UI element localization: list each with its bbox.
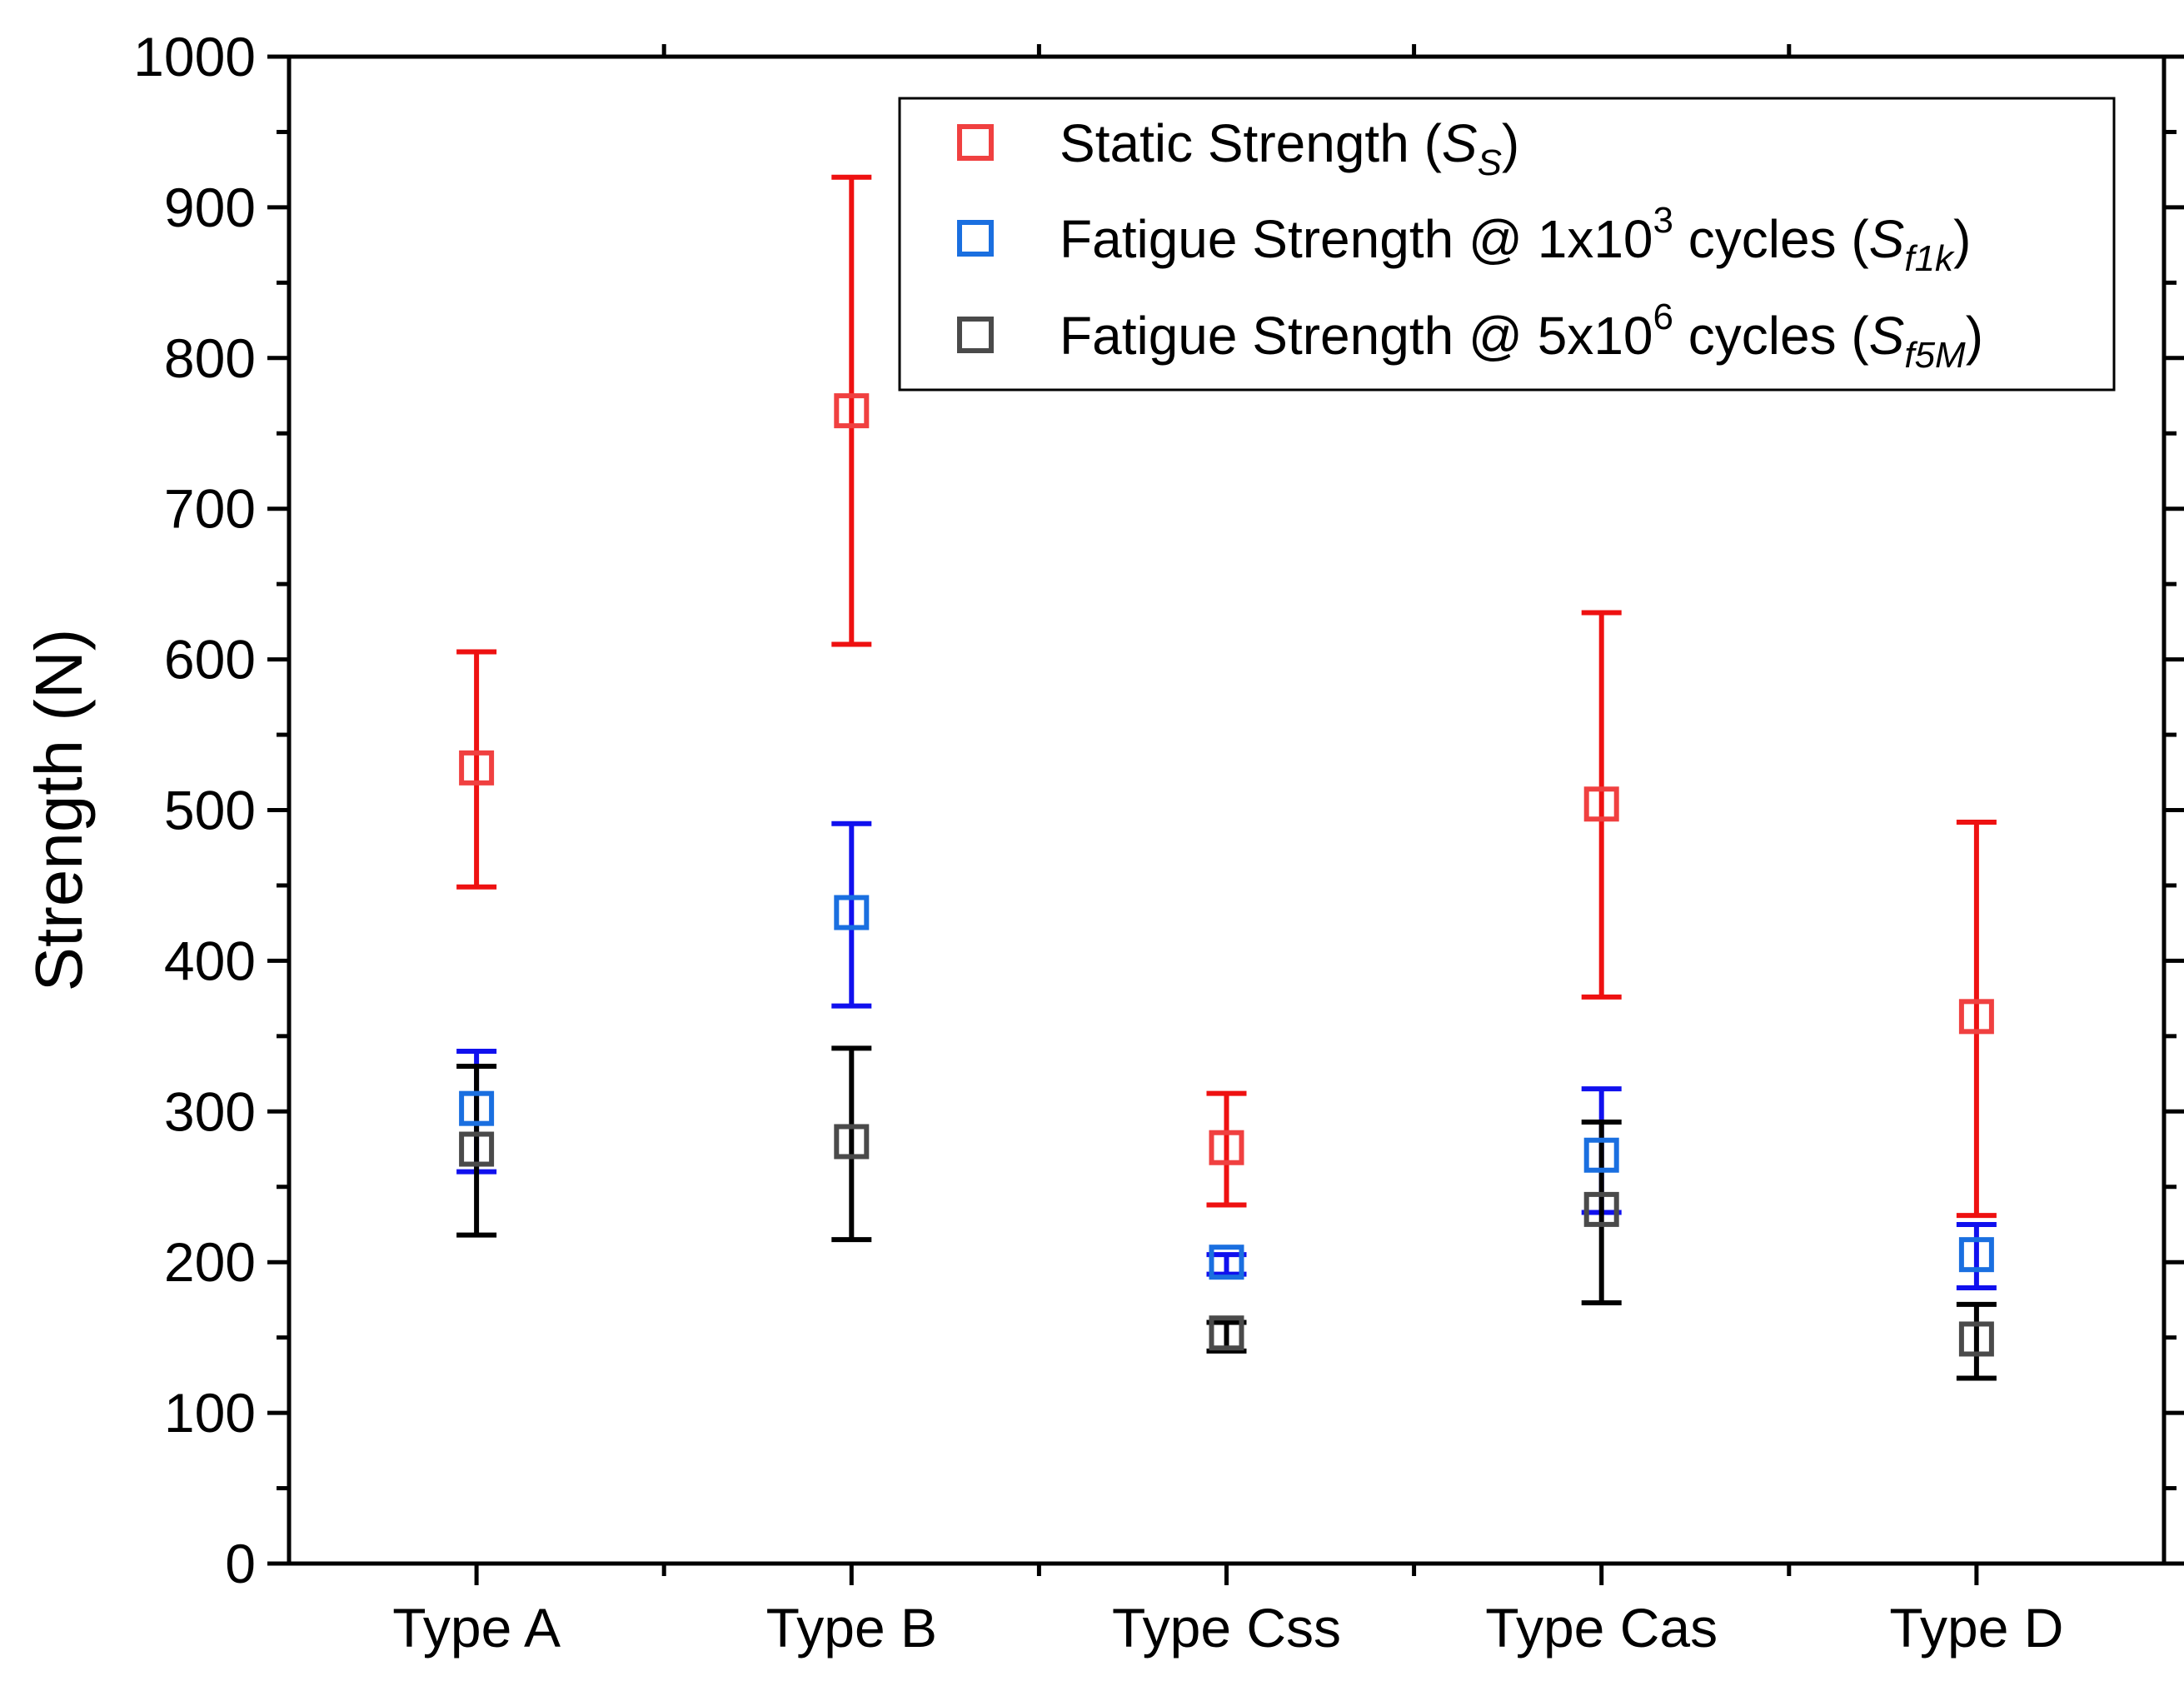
y-tick-label: 300 (164, 1080, 256, 1142)
data-point-marker (834, 1124, 870, 1160)
y-axis-title: Strength (N) (22, 629, 96, 992)
legend-text-middle: cycles ( (1673, 209, 1869, 269)
x-tick-label: Type D (1889, 1597, 2063, 1659)
legend-text-suffix: ) (1502, 113, 1519, 173)
x-tick-label: Type A (392, 1597, 561, 1659)
data-point-marker (1583, 786, 1619, 822)
y-tick-label: 700 (164, 478, 256, 540)
y-tick-label: 500 (164, 780, 256, 841)
error-bars-group (456, 174, 1997, 1381)
x-tick-label: Type Css (1112, 1597, 1341, 1659)
legend-superscript: 3 (1653, 200, 1673, 241)
legend-text-main: Fatigue Strength @ 1x10 (1060, 209, 1653, 269)
legend-superscript: 6 (1653, 297, 1673, 337)
data-point-marker (1958, 999, 1994, 1035)
legend-symbol: S (1869, 306, 1905, 366)
y-tick-label: 800 (164, 327, 256, 389)
data-point-marker (459, 1131, 495, 1167)
y-tick-label: 100 (164, 1382, 256, 1444)
axes-group: 0 100 200 300 400 500 600 700 800 900 1000 Type A Ty… (22, 26, 2184, 1659)
y-tick-label: 0 (225, 1533, 256, 1594)
data-point-marker (834, 393, 870, 429)
legend-subscript: S (1478, 142, 1502, 183)
data-point-marker (1209, 1130, 1244, 1165)
legend-marker (957, 220, 994, 257)
x-tick-label: Type B (766, 1597, 937, 1659)
y-tick-label: 600 (164, 629, 256, 691)
legend-box (898, 97, 2116, 392)
legend-text-main: Fatigue Strength @ 5x10 (1060, 306, 1653, 366)
data-point-marker (1583, 1137, 1619, 1173)
legend-text-suffix: ) (1953, 209, 1971, 269)
legend: Static Strength (SS)Fatigue Strength @ 1… (898, 97, 2116, 392)
y-tick-label: 1000 (133, 26, 256, 87)
legend-symbol: S (1869, 209, 1905, 269)
y-tick-label: 200 (164, 1231, 256, 1293)
data-point-marker (1958, 1321, 1994, 1357)
data-point-marker (1958, 1237, 1994, 1273)
legend-marker (957, 317, 994, 353)
legend-symbol: S (1442, 113, 1478, 173)
legend-marker (957, 124, 994, 161)
legend-entry-label: Fatigue Strength @ 5x106 cycles (Sf5M) (1060, 297, 1983, 376)
y-tick-label: 400 (164, 930, 256, 991)
data-point-marker (834, 895, 870, 930)
legend-subscript: f5M (1904, 335, 1966, 376)
data-point-marker (1209, 1315, 1244, 1351)
data-point-marker (459, 1090, 495, 1126)
legend-entry-label: Static Strength (SS) (1060, 113, 1519, 183)
legend-subscript: f1k (1904, 238, 1955, 279)
legend-entry-label: Fatigue Strength @ 1x103 cycles (Sf1k) (1060, 200, 1971, 279)
data-point-marker (1209, 1245, 1244, 1280)
markers-group (459, 393, 1994, 1357)
y-tick-label: 900 (164, 177, 256, 238)
data-point-marker (1583, 1191, 1619, 1227)
legend-text-main: Static Strength ( (1060, 113, 1442, 173)
legend-text-suffix: ) (1966, 306, 1983, 366)
data-point-marker (459, 750, 495, 786)
x-tick-label: Type Cas (1485, 1597, 1718, 1659)
legend-text-middle: cycles ( (1673, 306, 1869, 366)
